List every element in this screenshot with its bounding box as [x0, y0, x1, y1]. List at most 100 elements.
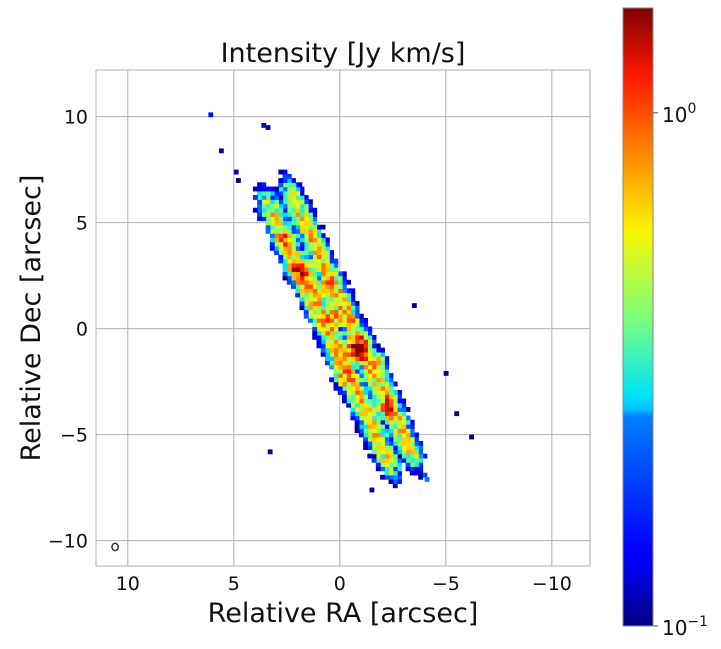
emission-pixel [380, 466, 385, 472]
emission-pixel [367, 423, 373, 429]
emission-pixel [337, 318, 343, 323]
emission-pixel [346, 313, 352, 319]
emission-pixel [380, 445, 385, 451]
emission-pixel [388, 402, 394, 408]
emission-pixel [303, 288, 309, 294]
emission-pixel [358, 330, 364, 336]
emission-pixel [316, 288, 322, 294]
emission-pixel [371, 334, 377, 340]
emission-pixel [358, 313, 364, 319]
emission-pixel [405, 428, 411, 434]
emission-pixel [291, 233, 296, 239]
emission-pixel [320, 309, 326, 315]
emission-pixel [384, 457, 390, 463]
emission-pixel [303, 258, 309, 264]
emission-pixel [354, 411, 360, 417]
emission-pixel [303, 245, 309, 251]
emission-pixel [363, 436, 368, 442]
emission-pixel [316, 309, 322, 315]
emission-pixel [375, 423, 381, 429]
emission-pixel [312, 292, 318, 298]
emission-pixel [320, 267, 326, 272]
emission-pixel [274, 195, 279, 200]
emission-pixel [291, 216, 296, 222]
emission-pixel [337, 364, 343, 370]
emission-pixel [324, 237, 330, 243]
x-tick-label: −5 [432, 573, 460, 595]
emission-pixel [346, 398, 352, 404]
emission-pixel [358, 356, 364, 361]
emission-pixel [405, 419, 411, 425]
emission-pixel [282, 241, 288, 247]
emission-pixel [363, 373, 368, 378]
emission-pixel [354, 385, 360, 391]
emission-pixel [269, 233, 275, 239]
emission-pixel [341, 377, 347, 383]
emission-pixel [312, 288, 318, 294]
emission-pixel [291, 199, 296, 205]
emission-pixel [418, 449, 424, 455]
emission-pixel [384, 470, 390, 476]
emission-pixel [380, 373, 385, 378]
emission-pixel [291, 228, 296, 234]
emission-pixel [303, 271, 309, 277]
emission-pixel [316, 326, 322, 332]
emission-pixel [265, 125, 271, 130]
emission-pixel [333, 330, 339, 336]
emission-pixel [303, 279, 309, 285]
emission-pixel [320, 237, 326, 243]
emission-pixel [401, 428, 407, 434]
emission-pixel [308, 313, 313, 319]
emission-pixel [363, 407, 368, 412]
emission-pixel [405, 423, 411, 429]
emission-pixel [291, 182, 296, 188]
emission-pixel [278, 169, 284, 175]
emission-pixel [303, 224, 309, 230]
emission-pixel [388, 474, 394, 480]
emission-pixel [375, 360, 381, 366]
emission-pixel [375, 394, 381, 400]
emission-pixel [371, 423, 377, 429]
emission-pixel [333, 343, 339, 349]
emission-pixel [418, 457, 424, 463]
emission-pixel [312, 228, 318, 234]
emission-pixel [371, 445, 377, 451]
emission-pixel [375, 462, 381, 467]
emission-pixel [312, 275, 318, 281]
emission-pixel [363, 428, 368, 434]
emission-pixel [397, 428, 402, 434]
emission-pixel [405, 453, 411, 459]
emission-pixel [392, 398, 398, 404]
emission-pixel [354, 360, 360, 366]
emission-pixel [363, 390, 368, 395]
emission-pixel [418, 453, 424, 459]
emission-pixel [329, 334, 335, 340]
emission-pixel [316, 318, 322, 323]
emission-pixel [388, 390, 394, 395]
y-tick-label: −10 [48, 531, 88, 553]
emission-pixel [405, 440, 411, 446]
emission-pixel [269, 237, 275, 243]
emission-pixel [282, 220, 288, 226]
emission-pixel [282, 271, 288, 277]
emission-pixel [380, 390, 385, 395]
emission-pixel [337, 296, 343, 302]
emission-pixel [388, 479, 394, 484]
emission-pixel [291, 190, 296, 196]
emission-pixel [324, 330, 330, 336]
y-tick-label: 5 [76, 213, 88, 235]
emission-pixel [337, 373, 343, 378]
emission-pixel [371, 415, 377, 421]
emission-pixel [371, 364, 377, 370]
emission-pixel [337, 351, 343, 357]
emission-pixel [375, 390, 381, 395]
emission-pixel [337, 279, 343, 285]
emission-pixel [341, 343, 347, 349]
emission-pixel [371, 394, 377, 400]
emission-pixel [308, 292, 313, 298]
emission-pixel [282, 267, 288, 272]
emission-pixel [333, 373, 339, 378]
emission-pixel [329, 267, 335, 272]
emission-pixel [269, 216, 275, 222]
emission-pixel [337, 356, 343, 361]
